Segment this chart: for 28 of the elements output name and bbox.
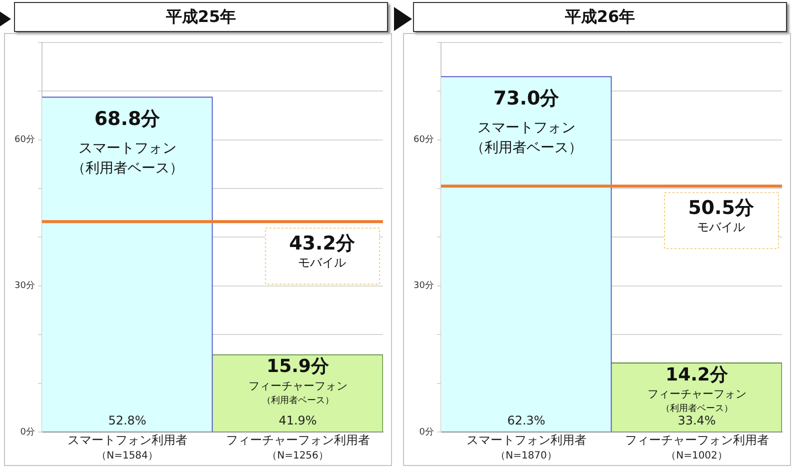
annotation: 52.8%	[108, 414, 146, 428]
data-label: 14.2分	[666, 364, 729, 386]
y-tick-label: 0分	[20, 426, 35, 438]
data-label: 68.8分	[94, 108, 162, 130]
series-label: スマートフォン（利用者ベース）	[470, 120, 582, 156]
y-tick-label: 60分	[14, 134, 35, 146]
y-tick-label: 30分	[414, 280, 434, 292]
annotation: 62.3%	[507, 414, 546, 428]
series-label: スマートフォン（利用者ベース）	[71, 140, 184, 177]
chart-title: 平成25年	[14, 2, 388, 32]
chart-title: 平成26年	[413, 2, 787, 32]
ref-line-label: 43.2分	[289, 232, 356, 255]
y-tick-label: 60分	[414, 134, 434, 146]
annotation: 41.9%	[278, 414, 317, 428]
data-label: 15.9分	[266, 356, 330, 378]
y-tick-label: 0分	[419, 426, 434, 438]
y-tick-label: 30分	[14, 280, 35, 292]
x-tick-label: スマートフォン利用者（N=1584）	[67, 433, 188, 462]
annotation: モバイル	[298, 256, 346, 270]
series-label: フィーチャーフォン（利用者ベース）	[248, 379, 348, 406]
ref-line-label: 50.5分	[688, 197, 755, 220]
annotation: モバイル	[697, 220, 745, 234]
x-tick-label: スマートフォン利用者（N=1870）	[466, 433, 586, 462]
data-label: 73.0分	[493, 87, 560, 110]
x-tick-label: フィーチャーフォン利用者（N=1256）	[226, 433, 370, 462]
annotation: 33.4%	[678, 414, 716, 428]
series-label: フィーチャーフォン（利用者ベース）	[647, 388, 746, 414]
x-tick-label: フィーチャーフォン利用者（N=1002）	[624, 433, 769, 462]
